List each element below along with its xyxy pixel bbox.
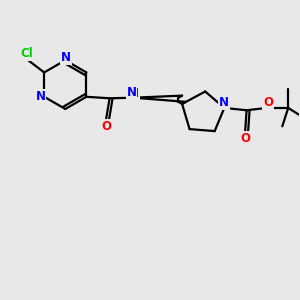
Text: N: N (219, 96, 229, 109)
Text: N: N (61, 51, 71, 64)
Text: O: O (101, 120, 111, 133)
Text: O: O (240, 132, 250, 145)
Text: N: N (127, 86, 136, 99)
Text: N: N (36, 90, 46, 103)
Text: O: O (263, 96, 273, 109)
Text: Cl: Cl (20, 47, 33, 60)
Text: N: N (129, 87, 139, 100)
